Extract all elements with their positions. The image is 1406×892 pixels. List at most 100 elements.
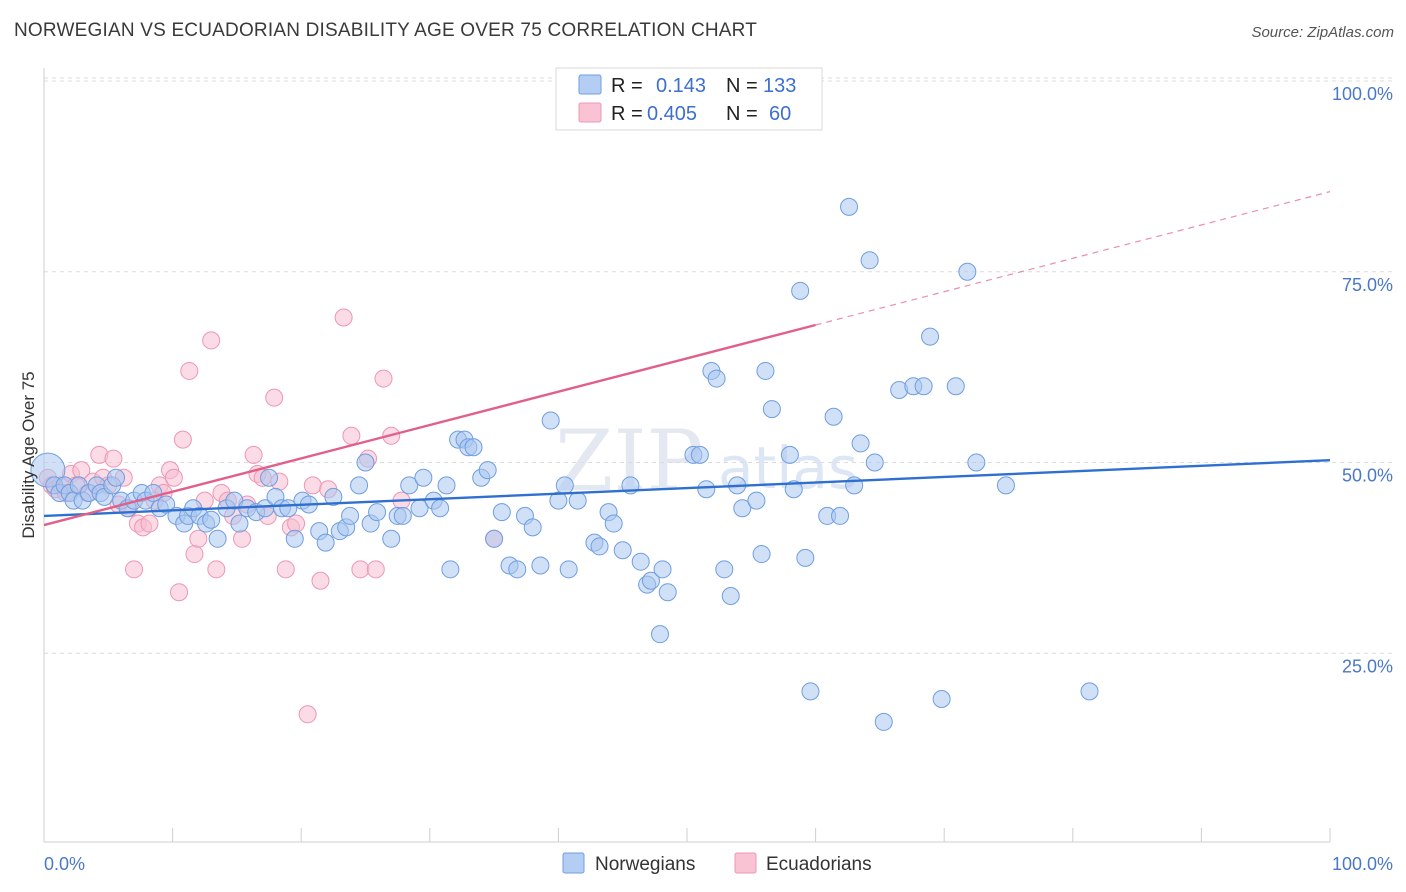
norwegian-point xyxy=(350,476,369,495)
norwegian-point xyxy=(492,503,511,522)
y-tick-label: 50.0% xyxy=(1342,466,1393,486)
norwegian-point xyxy=(851,434,870,453)
norwegian-point xyxy=(690,445,709,464)
ecuadorian-point xyxy=(185,545,204,564)
ecuadorian-point xyxy=(140,514,159,533)
ecuadorian-point xyxy=(173,430,192,449)
norwegian-point xyxy=(341,506,360,525)
ecuadorian-point xyxy=(342,426,361,445)
norwegian-point xyxy=(958,262,977,281)
legend-n-value-1: 133 xyxy=(763,75,796,97)
norwegians-swatch xyxy=(578,74,602,95)
norwegian-point xyxy=(860,251,879,270)
norwegian-point xyxy=(393,506,412,525)
norwegian-point xyxy=(791,281,810,300)
norwegian-point xyxy=(324,487,343,506)
legend-r-label-2: R = xyxy=(611,103,643,125)
norwegian-point xyxy=(485,529,504,548)
norwegian-point xyxy=(752,545,771,564)
norwegian-point xyxy=(721,587,740,606)
legend-ecuadorians-label: Ecuadorians xyxy=(766,854,872,875)
norwegian-point xyxy=(631,552,650,571)
legend-r-label-1: R = xyxy=(611,75,643,97)
ecuadorian-point xyxy=(276,560,295,579)
norwegian-point xyxy=(840,197,859,216)
trend-lines xyxy=(43,191,1331,527)
y-axis-label: Disability Age Over 75 xyxy=(19,371,38,538)
norwegian-point xyxy=(824,407,843,426)
norwegians-trend-line xyxy=(43,459,1331,518)
norwegian-point xyxy=(260,468,279,487)
norwegian-point xyxy=(762,400,781,419)
legend-r-value-2: 0.405 xyxy=(647,103,697,125)
norwegian-point xyxy=(464,438,483,457)
norwegian-point xyxy=(932,690,951,709)
norwegian-point xyxy=(549,491,568,510)
ecuadorian-point xyxy=(244,445,263,464)
norwegian-point xyxy=(604,514,623,533)
norwegian-point xyxy=(796,548,815,567)
norwegian-point xyxy=(568,491,587,510)
y-tick-label: 25.0% xyxy=(1342,656,1393,676)
y-tick-labels: 25.0% 50.0% 75.0% 100.0% xyxy=(1332,84,1393,676)
norwegian-point xyxy=(874,712,893,731)
ecuadorian-point xyxy=(180,361,199,380)
norwegian-point xyxy=(784,480,803,499)
legend-n-label-1: N = xyxy=(726,75,758,97)
ecuadorian-point xyxy=(351,560,370,579)
legend-r-value-1: 0.143 xyxy=(656,75,706,97)
series-legend: Norwegians Ecuadorians xyxy=(562,852,872,875)
stats-legend: R = 0.143 N = 133 R = 0.405 N = 60 xyxy=(555,67,823,131)
norwegian-point xyxy=(733,499,752,518)
norwegian-point xyxy=(431,499,450,518)
norwegian-point xyxy=(946,377,965,396)
norwegian-point xyxy=(697,480,716,499)
legend-norwegians-swatch xyxy=(562,852,585,874)
ecuadorian-point xyxy=(366,560,385,579)
ecuadorian-point xyxy=(125,560,144,579)
norwegian-point xyxy=(590,537,609,556)
norwegian-point xyxy=(478,461,497,480)
ecuadorian-point xyxy=(311,571,330,590)
ecuadorian-point xyxy=(207,560,226,579)
norwegian-point xyxy=(202,510,221,529)
norwegian-point xyxy=(801,682,820,701)
ecuadorian-point xyxy=(233,529,252,548)
x-tick-labels: 0.0% 100.0% xyxy=(44,854,1393,874)
norwegian-point xyxy=(1080,682,1099,701)
norwegian-point xyxy=(531,556,550,575)
norwegian-point xyxy=(316,533,335,552)
ecuadorian-point xyxy=(303,476,322,495)
norwegian-point xyxy=(865,453,884,472)
norwegian-point xyxy=(208,529,227,548)
norwegian-point xyxy=(613,541,632,560)
ecuadorians-trend-line xyxy=(43,323,816,527)
ecuadorian-point xyxy=(298,705,317,724)
norwegian-point xyxy=(756,361,775,380)
norwegian-point xyxy=(967,453,986,472)
norwegian-point xyxy=(641,571,660,590)
x-tick-label-max: 100.0% xyxy=(1332,854,1393,874)
ecuadorian-point xyxy=(170,583,189,602)
ecuadorian-point xyxy=(189,529,208,548)
ecuadorian-point xyxy=(334,308,353,327)
norwegian-point xyxy=(780,445,799,464)
norwegian-point xyxy=(382,529,401,548)
norwegian-point xyxy=(541,411,560,430)
norwegian-point xyxy=(523,518,542,537)
norwegian-point xyxy=(356,453,375,472)
norwegian-point xyxy=(508,560,527,579)
norwegian-point xyxy=(107,468,126,487)
y-tick-label: 100.0% xyxy=(1332,84,1393,104)
norwegian-point xyxy=(414,468,433,487)
norwegian-point xyxy=(157,495,176,514)
ecuadorian-point xyxy=(104,449,123,468)
y-tick-label: 75.0% xyxy=(1342,275,1393,295)
norwegian-point xyxy=(914,377,933,396)
legend-ecuadorians-swatch xyxy=(734,852,757,874)
legend-norwegians-label: Norwegians xyxy=(595,854,695,875)
ecuadorian-point xyxy=(164,468,183,487)
norwegian-point xyxy=(555,476,574,495)
ecuadorian-point xyxy=(287,514,306,533)
